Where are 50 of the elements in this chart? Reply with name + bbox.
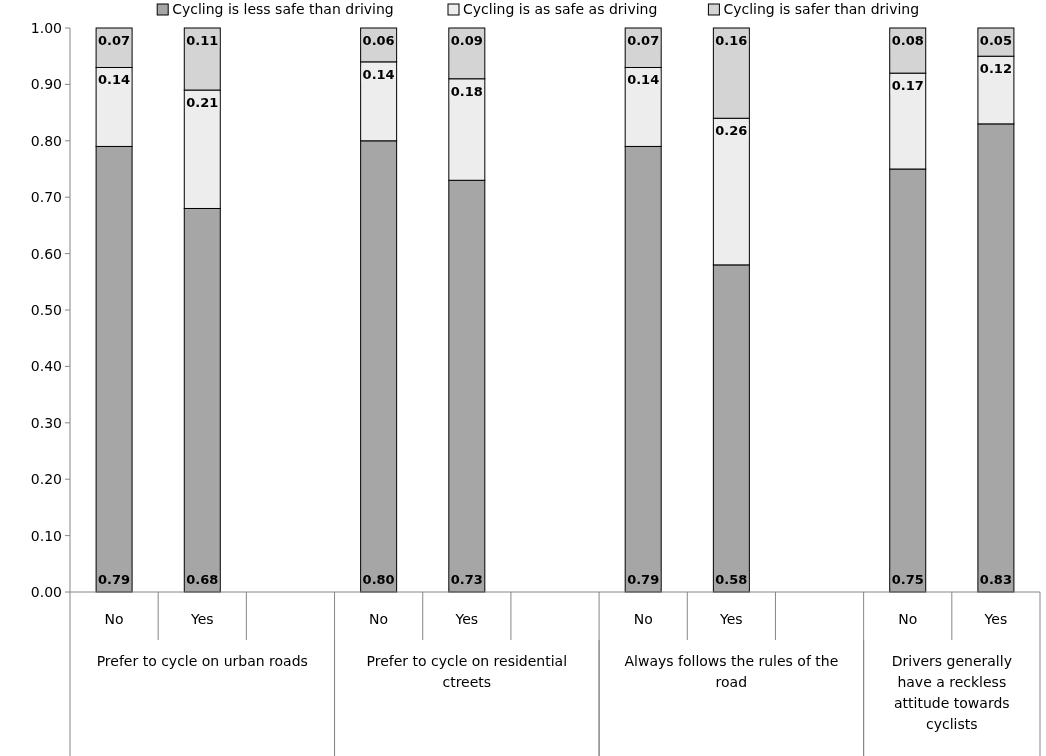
data-label: 0.12: [979, 61, 1012, 77]
data-label: 0.14: [98, 72, 131, 88]
x-tick-label: No: [633, 611, 653, 627]
x-tick-label: Yes: [983, 611, 1008, 627]
y-tick-label: 0.30: [30, 414, 62, 431]
data-label: 0.17: [891, 78, 924, 94]
text: Prefer to cycle on residential ctreets: [366, 653, 568, 690]
text: Drivers generally have a reckless attitude towards cyclists: [891, 653, 1012, 732]
x-tick-label: Yes: [454, 611, 479, 627]
x-tick-label: Yes: [189, 611, 214, 627]
y-tick-label: 0.40: [30, 358, 62, 375]
y-tick-label: 0.60: [30, 245, 62, 262]
y-tick-label: 0.20: [30, 471, 62, 488]
data-label: 0.18: [450, 83, 483, 99]
legend-label: Cycling is less safe than driving: [172, 1, 394, 17]
data-label: 0.07: [627, 33, 660, 48]
data-label: 0.11: [186, 33, 219, 48]
x-tick-label: No: [104, 611, 124, 627]
data-label: 0.79: [98, 572, 131, 587]
data-label: 0.08: [891, 33, 924, 48]
data-label: 0.75: [891, 572, 924, 587]
data-label: 0.26: [715, 123, 748, 139]
data-label: 0.14: [362, 66, 395, 82]
data-label: 0.21: [186, 95, 219, 111]
y-tick-label: 0.70: [30, 189, 62, 206]
data-label: 0.05: [979, 33, 1012, 48]
legend-label: Cycling is as safe as driving: [463, 1, 658, 17]
data-label: 0.79: [627, 572, 660, 587]
y-tick-label: 0.10: [30, 527, 62, 544]
data-label: 0.58: [715, 572, 748, 587]
data-label: 0.68: [186, 572, 219, 587]
data-label: 0.80: [362, 572, 395, 587]
data-label: 0.07: [98, 33, 131, 48]
text: Always follows the rules of the road: [624, 653, 839, 690]
legend-label: Cycling is safer than driving: [723, 1, 920, 17]
x-tick-label: Yes: [719, 611, 743, 627]
y-tick-label: 0.00: [30, 584, 62, 600]
text: Prefer to cycle on urban roads: [96, 653, 308, 669]
y-tick-label: 0.80: [30, 132, 62, 149]
x-tick-label: No: [898, 611, 918, 627]
data-label: 0.83: [979, 572, 1012, 587]
data-label: 0.06: [362, 33, 395, 48]
data-label: 0.16: [715, 33, 748, 48]
y-tick-label: 1.00: [30, 20, 62, 36]
x-tick-label: No: [369, 611, 389, 627]
y-tick-label: 0.90: [30, 76, 62, 93]
data-label: 0.09: [450, 33, 483, 48]
data-label: 0.73: [450, 572, 483, 587]
data-label: 0.14: [627, 72, 660, 88]
y-tick-label: 0.50: [30, 302, 62, 318]
